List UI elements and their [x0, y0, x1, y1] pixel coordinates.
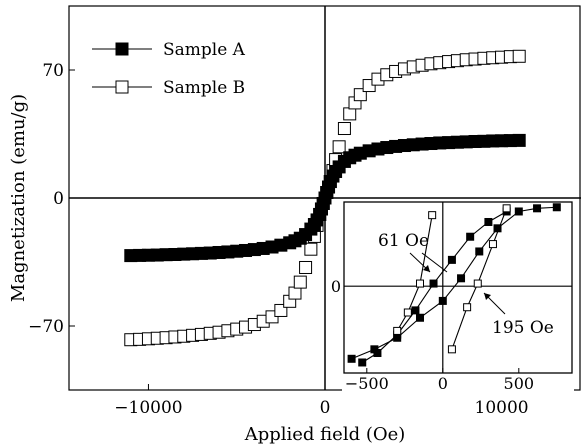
inset-sample-a-point	[493, 224, 502, 233]
sample-b-point	[288, 286, 302, 300]
sample-b-point	[512, 49, 526, 63]
sample-b-point	[343, 107, 357, 121]
inset-curve	[396, 215, 433, 332]
sample-b-point	[299, 260, 313, 274]
inset-sample-a-point	[533, 204, 542, 213]
arrowhead-61	[423, 265, 430, 272]
inset-sample-b-point	[393, 326, 402, 335]
inset-sample-a-point	[416, 313, 424, 322]
y-tick-label: 0	[53, 189, 64, 209]
inset-sample-a-point	[438, 296, 447, 305]
inset-chart: −500 0 500 0 61 Oe 195 Oe	[331, 200, 574, 394]
inset-frame	[343, 201, 573, 374]
coercivity-label-61: 61 Oe	[378, 231, 429, 251]
inset-sample-a-point	[484, 217, 493, 226]
coercivity-label-195: 195 Oe	[492, 318, 554, 338]
inset-series-group	[347, 203, 561, 367]
inset-sample-b-point	[463, 303, 472, 312]
x-tick-label: −10000	[114, 398, 182, 418]
x-tick-label: 0	[320, 398, 331, 418]
sample-a-series	[124, 133, 526, 263]
x-tick-label: 10000	[475, 398, 529, 418]
inset-sample-b-point	[447, 345, 456, 354]
y-tick-label: −70	[28, 317, 64, 337]
inset-x-tick-label: 0	[438, 374, 448, 393]
sample-b-point	[337, 122, 351, 136]
sample-b-point	[304, 242, 318, 256]
inset-sample-a-point	[358, 358, 367, 367]
inset-sample-a-point	[466, 232, 475, 241]
inset-background	[342, 200, 574, 394]
inset-sample-b-point	[416, 279, 424, 288]
sample-b-series	[124, 49, 526, 347]
legend-label: Sample A	[163, 40, 246, 60]
inset-sample-a-point	[552, 203, 561, 212]
inset-sample-a-point	[347, 354, 356, 363]
inset-y-tick-label: 0	[331, 277, 341, 296]
inset-sample-a-point	[457, 274, 466, 283]
inset-sample-b-point	[473, 279, 482, 288]
sample-b-point	[293, 275, 307, 289]
legend-marker	[115, 42, 129, 56]
legend-marker	[115, 80, 129, 94]
main-series-group	[124, 49, 526, 347]
inset-sample-b-point	[428, 211, 437, 220]
inset-sample-a-point	[514, 207, 523, 216]
inset-x-tick-label: −500	[345, 374, 389, 393]
y-tick-label: 70	[42, 61, 64, 81]
sample-a-point	[512, 133, 526, 147]
sample-b-point	[332, 140, 346, 154]
inset-sample-a-point	[475, 247, 484, 256]
inset-sample-a-point	[373, 349, 382, 358]
y-axis-label: Magnetization (emu/g)	[8, 94, 29, 302]
inset-sample-b-point	[403, 308, 412, 317]
legend: Sample A Sample B	[92, 40, 246, 98]
inset-sample-b-point	[488, 240, 497, 249]
main-chart: −10000 0 10000 70 0 −70 Applied field (Oe) Magn…	[8, 5, 581, 445]
inset-sample-a-point	[447, 255, 456, 264]
annotation-arrow-61b	[421, 252, 448, 273]
inset-x-tick-label: 500	[504, 374, 535, 393]
inset-sample-b-point	[502, 204, 511, 213]
legend-label: Sample B	[163, 78, 245, 98]
x-axis-label: Applied field (Oe)	[244, 424, 406, 445]
arrowhead-195	[484, 293, 491, 300]
inset-sample-a-point	[411, 306, 420, 315]
inset-sample-a-point	[429, 279, 438, 288]
